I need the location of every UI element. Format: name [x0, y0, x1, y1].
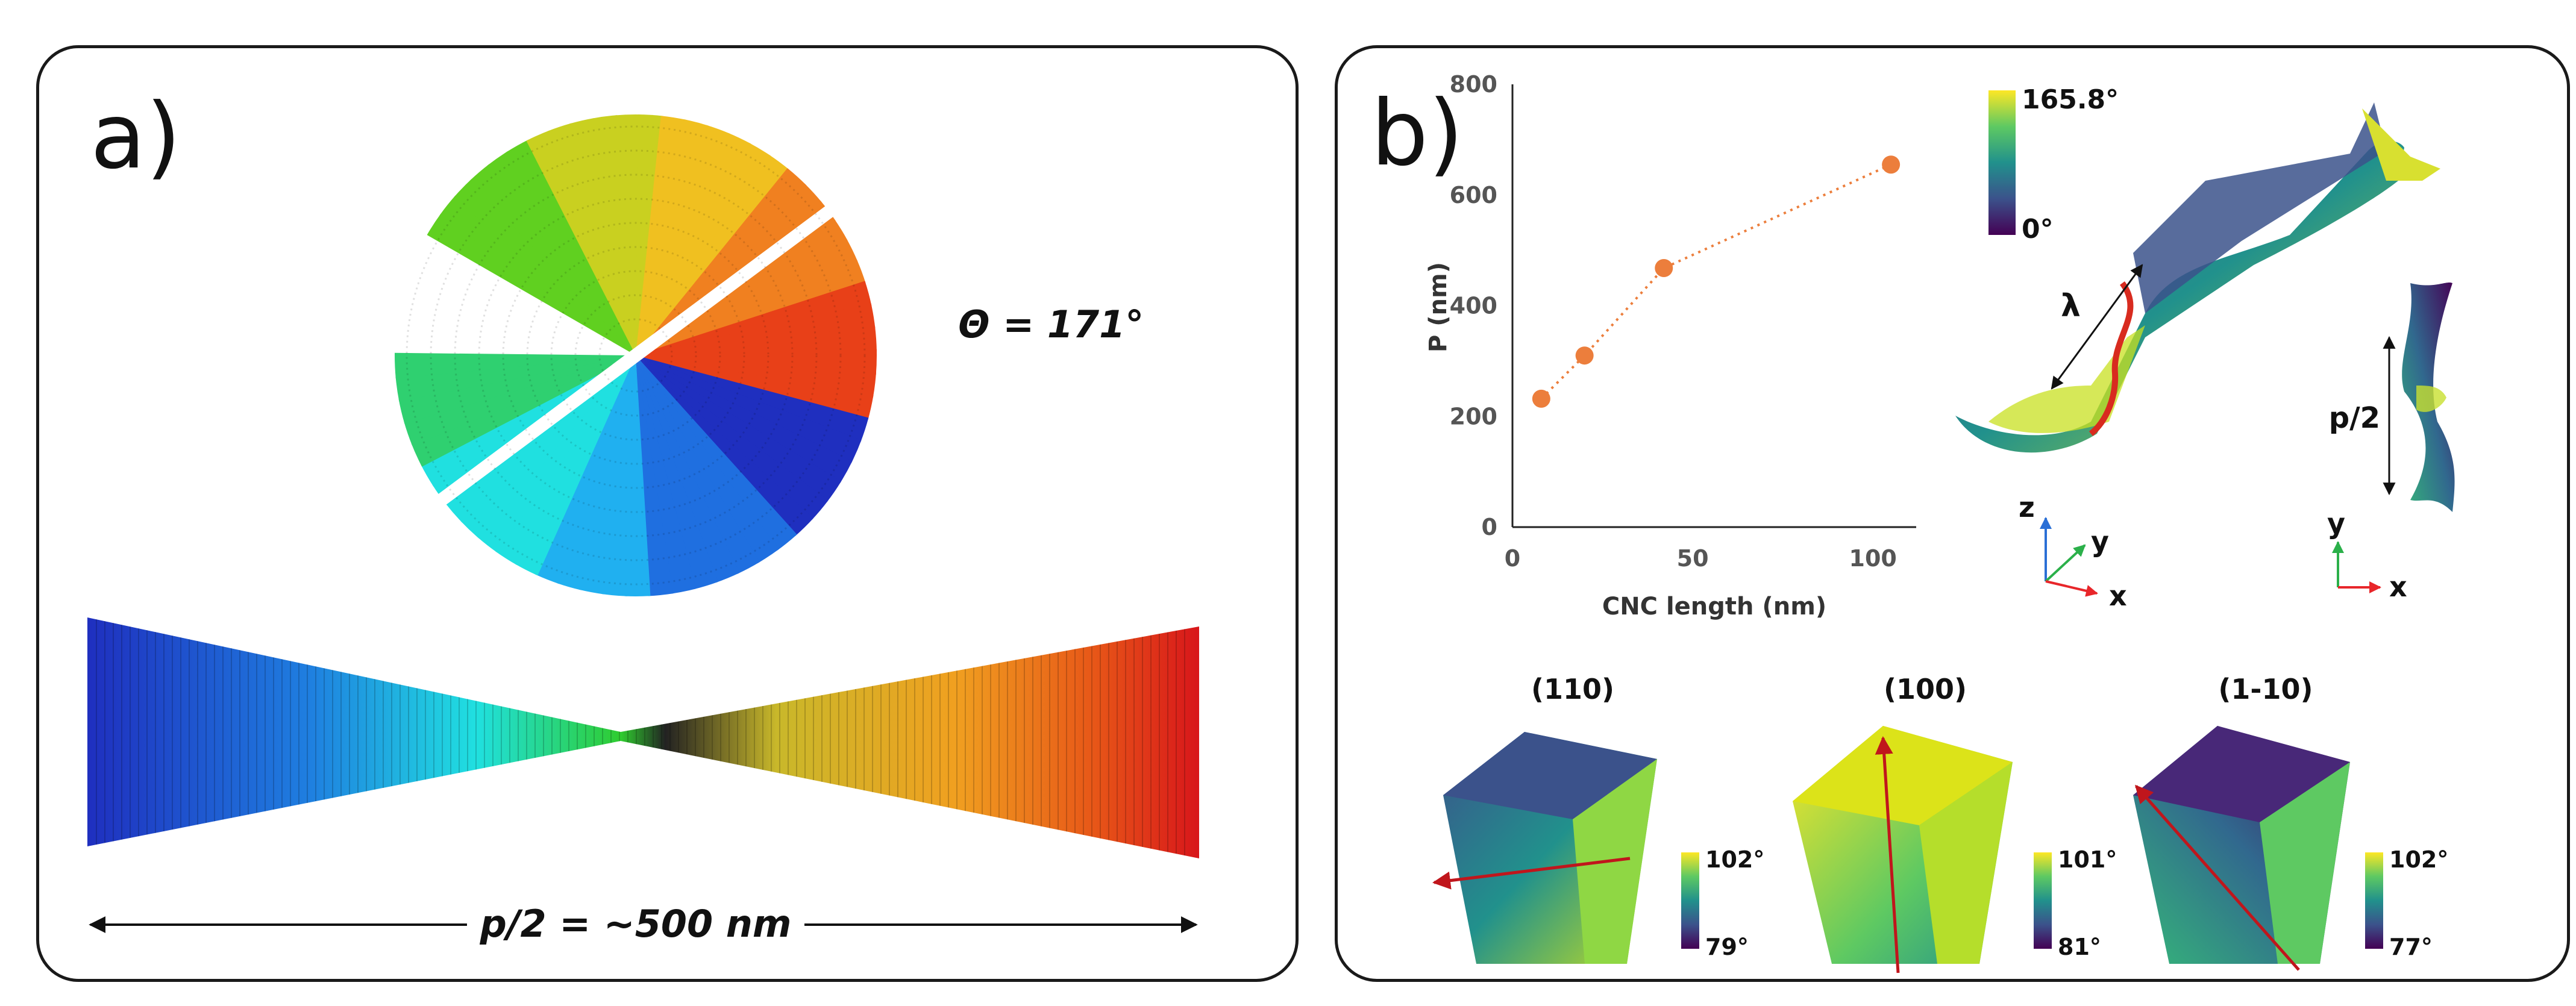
facet-1-10-title: (1-10) [2218, 673, 2313, 705]
crystal-cross-section-disc [372, 114, 899, 596]
facet-100-title: (100) [1884, 673, 1967, 705]
y-tick-label: 0 [1482, 514, 1497, 540]
x-tick-label: 0 [1505, 545, 1520, 572]
twisted-crystal-ribbon [87, 617, 1199, 858]
pitch-label: p/2 [2329, 401, 2380, 435]
panel-a-label: a) [90, 84, 181, 189]
facet-100-cb-min: 81° [2058, 934, 2101, 960]
lambda-label: λ [2061, 288, 2081, 324]
main-colorbar: 165.8° 0° [1988, 84, 2119, 245]
facet-110-title: (110) [1531, 673, 1614, 705]
axis-y-label: y [2091, 525, 2109, 558]
data-point [1575, 346, 1594, 365]
main-colorbar-min: 0° [2022, 214, 2054, 245]
y-tick-label: 200 [1450, 403, 1497, 430]
x-tick-label: 50 [1677, 545, 1709, 572]
facet-100: (100) 101° 81° [1793, 673, 2117, 973]
panel-b: b) [1335, 45, 2570, 982]
twist-angle-label: Θ = 171° [958, 302, 1144, 346]
axis2d-x-label: x [2389, 570, 2407, 603]
x-axis-title: CNC length (nm) [1602, 593, 1826, 620]
data-point [1532, 389, 1550, 408]
facet-110-cb-max: 102° [1705, 846, 1764, 873]
y-tick-label: 600 [1450, 182, 1497, 208]
axes-2d-triad: y x [2327, 507, 2407, 603]
data-point [1655, 259, 1673, 278]
series-line [1540, 163, 1891, 400]
y-tick-label: 800 [1450, 71, 1497, 98]
panel-a: a) [36, 45, 1299, 982]
pitch-vs-length-chart: 0 200 400 600 800 0 50 100 CNC length (nm) P (n… [1424, 71, 1916, 620]
facet-110-cb-min: 79° [1705, 934, 1749, 960]
main-colorbar-max: 165.8° [2022, 84, 2119, 115]
facet-100-cb-max: 101° [2058, 846, 2117, 873]
data-point [1882, 155, 1901, 174]
panel-b-label: b) [1371, 81, 1464, 186]
facet-110: (110) 102° 79° [1432, 673, 1764, 964]
facet-1-10-cb-min: 77° [2389, 934, 2433, 960]
x-tick-label: 100 [1849, 545, 1897, 572]
lambda-arrow [2051, 264, 2143, 390]
axis-z-label: z [2019, 491, 2035, 523]
y-axis-title: P (nm) [1424, 262, 1452, 352]
axes-3d-triad: z y x [2019, 491, 2127, 612]
y-tick-label: 400 [1450, 293, 1497, 319]
facet-1-10-cb-max: 102° [2389, 846, 2448, 873]
ribbon-texture [96, 619, 1185, 856]
side-view-ribbon [2402, 282, 2455, 512]
panel-a-graphics: p/2 = ~500 nm Θ = 171° [87, 114, 1199, 949]
length-label: p/2 = ~500 nm [480, 902, 792, 946]
axis-x-label: x [2109, 580, 2127, 612]
axis2d-y-label: y [2327, 507, 2345, 540]
facet-1-10: (1-10) 102° 77° [2133, 673, 2448, 971]
